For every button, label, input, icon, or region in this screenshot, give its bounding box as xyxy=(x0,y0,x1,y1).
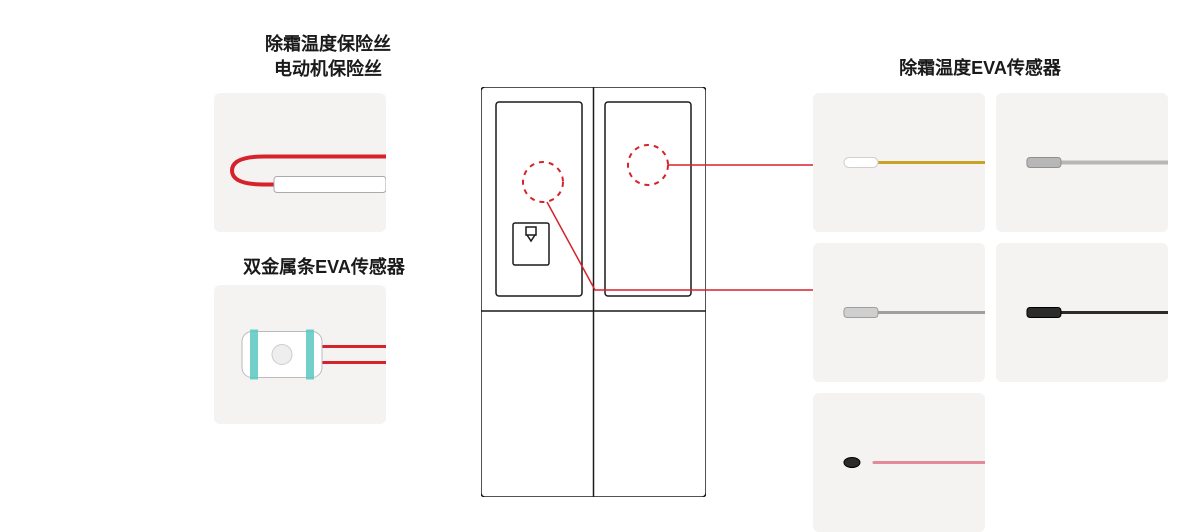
sensor-illustration xyxy=(214,285,386,424)
label-fuse: 除霜温度保险丝 电动机保险丝 xyxy=(228,32,428,82)
sensor-illustration xyxy=(813,243,985,382)
diagram-stage: 除霜温度保险丝 电动机保险丝 双金属条EVA传感器 除霜温度EVA传感器 xyxy=(0,0,1200,530)
fridge-diagram xyxy=(481,87,706,497)
tile-r2c1 xyxy=(813,243,985,382)
tile-bimetal xyxy=(214,285,386,424)
label-eva: 除霜温度EVA传感器 xyxy=(860,56,1100,81)
tile-r1c2 xyxy=(996,93,1168,232)
sensor-illustration xyxy=(996,243,1168,382)
sensor-illustration xyxy=(996,93,1168,232)
sensor-illustration xyxy=(813,93,985,232)
tile-r3c1 xyxy=(813,393,985,532)
label-bimetal: 双金属条EVA传感器 xyxy=(214,255,434,280)
sensor-illustration xyxy=(214,93,386,232)
sensor-illustration xyxy=(813,393,985,532)
tile-r1c1 xyxy=(813,93,985,232)
tile-r2c2 xyxy=(996,243,1168,382)
tile-fuse xyxy=(214,93,386,232)
